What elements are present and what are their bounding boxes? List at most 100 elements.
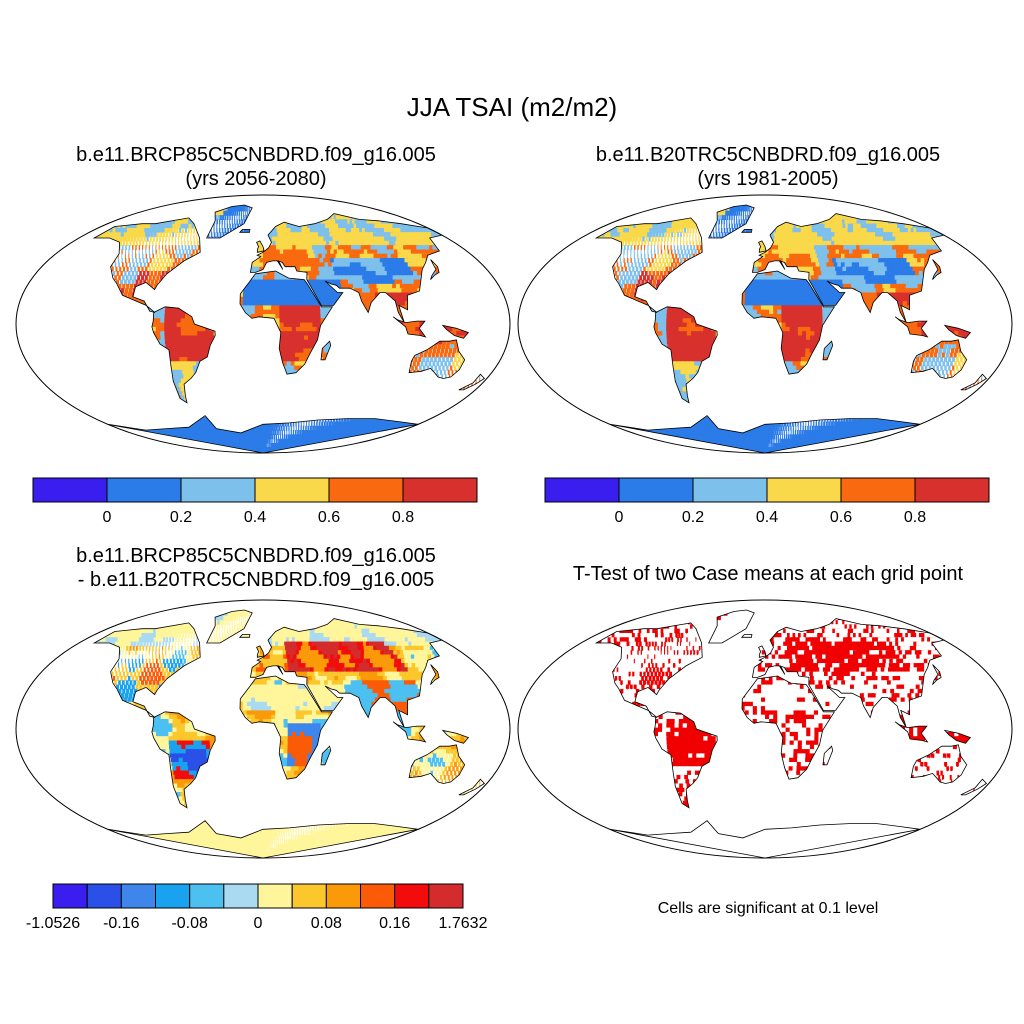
colorbar-box-2: [692, 477, 768, 503]
coastline-australia: [910, 339, 968, 379]
coastline-madagascar: [822, 745, 834, 766]
coastline-iceland: [238, 229, 251, 233]
colorbar-box-2: [120, 883, 157, 909]
coastline-madagascar: [320, 745, 332, 766]
colorbar-label-0: -1.0526: [26, 915, 80, 932]
colorbar-box-5: [402, 477, 478, 503]
panel-title-difference: b.e11.BRCP85C5CNBDRD.f09_g16.005 - b.e11…: [0, 544, 512, 592]
colorbar-label-5: 0.16: [379, 915, 410, 932]
colorbar-box-0: [544, 477, 620, 503]
coastline-africa: [239, 675, 334, 780]
colorbar-label-4: 0.8: [904, 509, 926, 526]
panel-title-difference-line2: - b.e11.B20TRC5CNBDRD.f09_g16.005: [0, 568, 512, 592]
coastline-indonesia: [894, 721, 929, 743]
coastline-new-guinea: [441, 324, 470, 339]
colorbar-difference: -1.0526 -0.16 -0.08 0 0.08 0.16 1.7632: [26, 883, 488, 932]
colorbar-box-1: [106, 477, 182, 503]
coastline-africa: [239, 270, 334, 375]
coastline-iceland: [238, 634, 251, 638]
colorbar-label-2: 0.4: [756, 509, 778, 526]
coastline-antarctica: [107, 415, 419, 454]
coastline-new-zealand: [458, 778, 486, 796]
coastline-australia: [910, 744, 968, 784]
figure-title: JJA TSAI (m2/m2): [0, 92, 1024, 123]
colorbar-box-1: [86, 883, 122, 909]
colorbar-label-3: 0.6: [318, 509, 340, 526]
coastline-s-america: [151, 711, 216, 809]
coastline-s-america: [151, 306, 216, 404]
colorbar-box-0: [52, 883, 88, 909]
colorbar-box-5: [223, 883, 259, 909]
colorbar-box-0: [32, 477, 108, 503]
colorbar-box-4: [840, 477, 916, 503]
colorbar-label-4: 0.08: [311, 915, 342, 932]
coastline-eurasia: [249, 618, 444, 728]
map-frame: [517, 194, 1013, 454]
coastline-new-guinea: [943, 729, 972, 744]
coastline-n-america: [594, 217, 703, 313]
colorbar-historical: 0 0.2 0.4 0.6 0.8: [544, 477, 990, 526]
panel-title-historical: b.e11.B20TRC5CNBDRD.f09_g16.005 (yrs 198…: [512, 143, 1024, 191]
colorbar-label-2: 0.4: [244, 509, 266, 526]
colorbar-label-3: 0.6: [830, 509, 852, 526]
coastline-africa: [741, 675, 836, 780]
map-difference-tsai: [15, 599, 511, 859]
coastline-new-zealand: [960, 373, 988, 391]
colorbar-label-1: 0.2: [170, 509, 192, 526]
colorbar-box-6: [257, 883, 293, 909]
colorbar-box-11: [428, 883, 464, 909]
panel-title-historical-line1: b.e11.B20TRC5CNBDRD.f09_g16.005: [512, 143, 1024, 167]
coastline-n-america: [594, 622, 703, 718]
coastline-japan: [932, 664, 942, 685]
coastline-madagascar: [822, 340, 834, 361]
map-future-tsai: [15, 194, 511, 454]
coastline-uk: [758, 645, 767, 658]
coastline-australia: [408, 339, 466, 379]
colorbar-box-3: [155, 883, 191, 909]
panel-title-future-line1: b.e11.BRCP85C5CNBDRD.f09_g16.005: [0, 143, 512, 167]
coastline-n-america: [92, 622, 201, 718]
map-ttest-significance: [517, 599, 1013, 859]
coastline-antarctica: [609, 820, 921, 859]
coastline-australia: [408, 744, 466, 784]
coastline-greenland: [206, 204, 253, 239]
colorbar-box-4: [328, 477, 404, 503]
coastline-iceland: [740, 634, 753, 638]
coastline-madagascar: [320, 340, 332, 361]
coastline-africa: [741, 270, 836, 375]
coastline-indonesia: [392, 721, 427, 743]
coastline-s-america: [653, 306, 718, 404]
colorbar-box-4: [189, 883, 225, 909]
map-frame: [517, 599, 1013, 859]
coastline-iceland: [740, 229, 753, 233]
coastline-s-america: [653, 711, 718, 809]
colorbar-box-5: [914, 477, 990, 503]
coastline-eurasia: [751, 618, 946, 728]
coastline-japan: [430, 664, 440, 685]
coastline-eurasia: [249, 213, 444, 323]
panel-title-future: b.e11.BRCP85C5CNBDRD.f09_g16.005 (yrs 20…: [0, 143, 512, 191]
significance-note: Cells are significant at 0.1 level: [512, 900, 1024, 918]
coastline-new-guinea: [441, 729, 470, 744]
colorbar-box-2: [180, 477, 256, 503]
coastline-antarctica: [107, 820, 419, 859]
colorbar-box-8: [325, 883, 361, 909]
panel-title-ttest-line1: T-Test of two Case means at each grid po…: [512, 562, 1024, 586]
panel-title-future-line2: (yrs 2056-2080): [0, 167, 512, 191]
map-historical-tsai: [517, 194, 1013, 454]
colorbar-future: 0 0.2 0.4 0.6 0.8: [32, 477, 478, 526]
colorbar-label-3: 0: [254, 915, 263, 932]
colorbar-box-9: [360, 883, 396, 909]
coastline-indonesia: [894, 316, 929, 338]
map-frame: [15, 194, 511, 454]
coastline-greenland: [206, 609, 253, 644]
colorbar-box-3: [766, 477, 842, 503]
coastline-japan: [932, 259, 942, 280]
colorbar-label-0: 0: [103, 509, 112, 526]
coastline-uk: [758, 240, 767, 253]
coastline-greenland: [708, 204, 755, 239]
colorbar-label-1: -0.16: [103, 915, 140, 932]
coastline-new-guinea: [943, 324, 972, 339]
colorbar-label-0: 0: [615, 509, 624, 526]
colorbar-label-1: 0.2: [682, 509, 704, 526]
